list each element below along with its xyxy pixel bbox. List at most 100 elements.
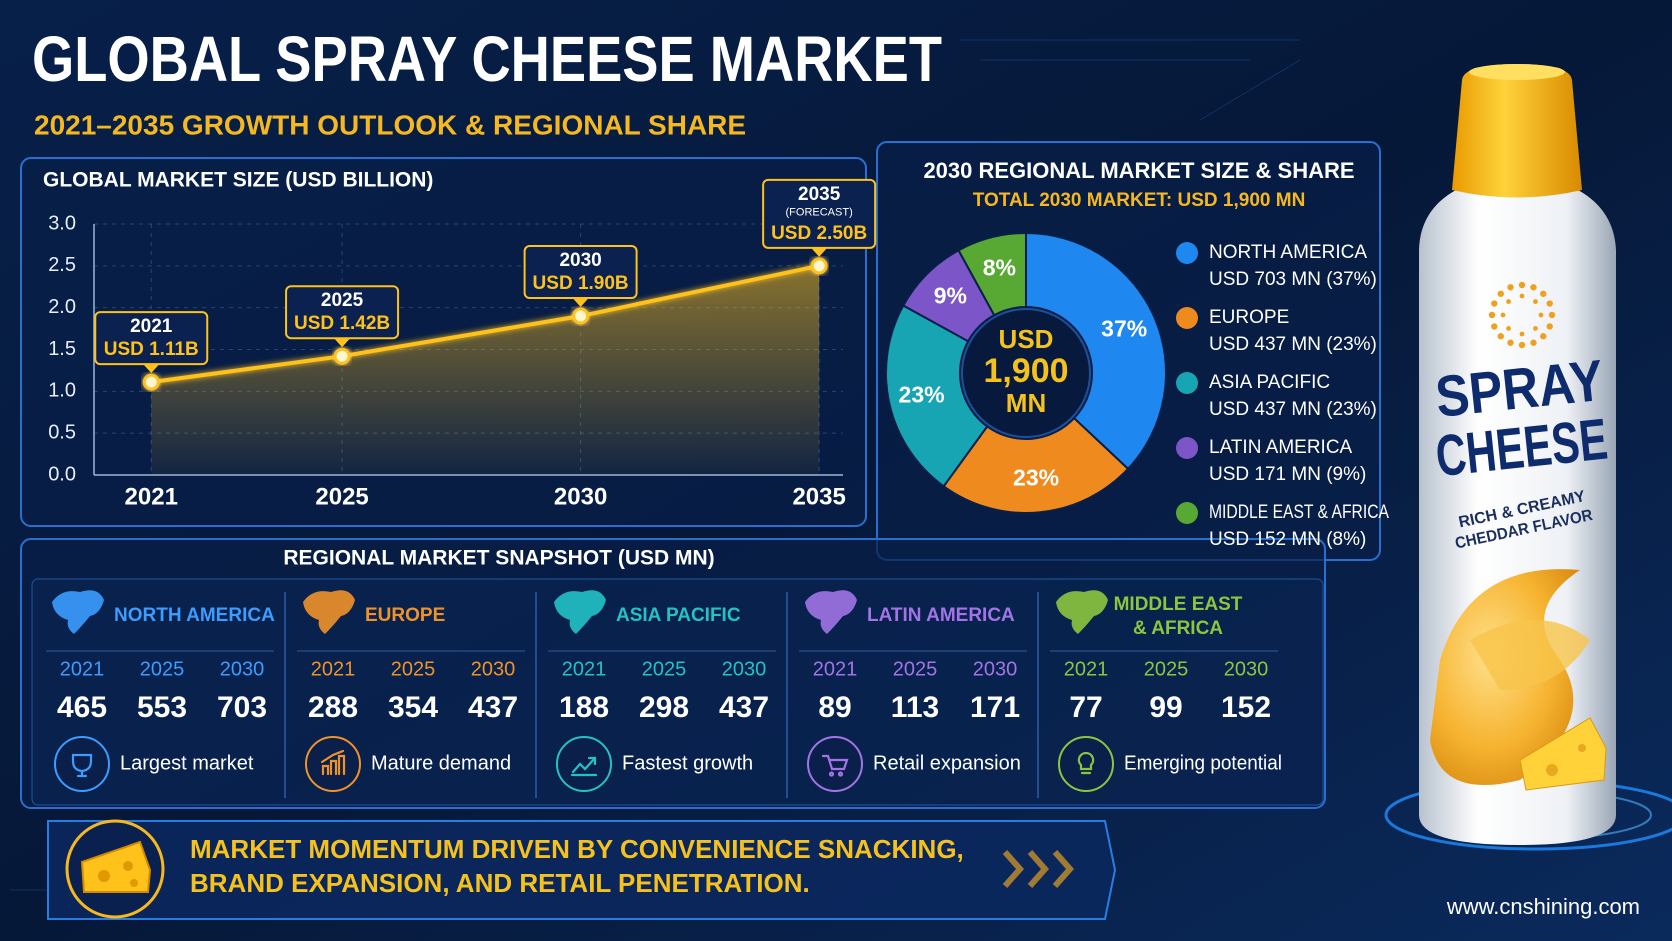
note-icon: [320, 749, 346, 776]
sun-dot: [1506, 299, 1511, 304]
pie-slice: [885, 304, 989, 488]
sun-dot: [1519, 331, 1525, 337]
slice-label: 23%: [1013, 465, 1059, 491]
region-value: 553: [137, 691, 187, 724]
sun-dot: [1533, 299, 1538, 304]
region-map: [1056, 590, 1108, 634]
note-icon-ring: [807, 736, 863, 792]
sun-dot: [1538, 312, 1544, 318]
callout-pointer: [143, 364, 160, 374]
region-value: 89: [818, 691, 851, 724]
x-tick-label: 2030: [554, 483, 607, 510]
footer-text: MARKET MOMENTUM DRIVEN BY CONVENIENCE SN…: [190, 834, 964, 864]
value-label: USD 1.11B: [104, 339, 199, 360]
center-label: 1,900: [983, 352, 1068, 390]
region-value: 288: [308, 691, 358, 724]
slice-label: 9%: [934, 282, 967, 308]
region-value: 437: [719, 691, 769, 724]
year-label: 2030: [471, 658, 516, 680]
y-tick-label: 2.5: [48, 254, 76, 276]
region-value: 354: [388, 691, 438, 724]
y-tick-label: 1.0: [48, 380, 76, 402]
legend-label: LATIN AMERICA: [1209, 437, 1353, 458]
note-icon: [821, 754, 849, 777]
note-icon-ring: [1058, 736, 1114, 792]
region-map: [805, 590, 857, 634]
center-label: USD: [999, 324, 1054, 354]
note-icon: [71, 753, 93, 778]
value-label: USD 1.42B: [294, 313, 390, 334]
sun-dot: [1548, 311, 1556, 319]
annotation: (FORECAST): [786, 207, 853, 219]
region-name: EUROPE: [365, 605, 445, 626]
region-value: 298: [639, 691, 689, 724]
year-label: 2021: [60, 658, 105, 680]
year-label: 2025: [1144, 658, 1189, 680]
region-note: Retail expansion: [873, 752, 1021, 774]
sun-dot: [1497, 290, 1504, 297]
page-title: GLOBAL SPRAY CHEESE MARKET: [32, 23, 942, 95]
sun-dot: [1500, 312, 1506, 318]
chart-subtitle: TOTAL 2030 MARKET: USD 1,900 MN: [973, 190, 1306, 211]
legend-detail: USD 152 MN (8%): [1209, 529, 1366, 550]
slice-label: 37%: [1101, 316, 1147, 342]
legend-detail: USD 437 MN (23%): [1209, 399, 1377, 420]
region-name: ASIA PACIFIC: [616, 605, 741, 626]
callout-year: 2025: [321, 290, 364, 311]
slice-label: 8%: [983, 254, 1016, 280]
note-icon-ring: [305, 736, 361, 792]
year-label: 2025: [893, 658, 938, 680]
x-tick-label: 2025: [315, 483, 368, 510]
page-subtitle: 2021–2035 GROWTH OUTLOOK & REGIONAL SHAR…: [34, 109, 746, 140]
legend-swatch: [1176, 307, 1198, 329]
value-label: USD 1.90B: [533, 273, 629, 294]
pie-slice: [942, 416, 1130, 514]
region-map: [554, 590, 606, 634]
note-icon-ring: [54, 736, 110, 792]
sun-dot: [1488, 311, 1496, 319]
year-label: 2021: [813, 658, 858, 680]
sun-dot: [1507, 284, 1514, 291]
legend-swatch: [1176, 437, 1198, 459]
sun-dot: [1540, 290, 1547, 297]
legend-detail: USD 703 MN (37%): [1209, 269, 1377, 290]
callout-year: 2021: [130, 316, 173, 337]
sun-dot: [1546, 323, 1553, 330]
region-note: Fastest growth: [622, 752, 753, 774]
sun-dot: [1540, 333, 1547, 340]
center-label: MN: [1006, 388, 1046, 418]
pie-slice: [1025, 231, 1168, 471]
line: [150, 263, 820, 385]
year-label: 2021: [311, 658, 356, 680]
footer-cheese-icon: [80, 840, 152, 893]
sun-dot: [1507, 339, 1514, 346]
y-tick-label: 0.5: [48, 421, 76, 443]
legend-swatch: [1176, 242, 1198, 264]
sun-dot: [1519, 293, 1525, 299]
region-value: 437: [468, 691, 518, 724]
sun-dot: [1506, 326, 1511, 331]
note-icon: [1077, 751, 1095, 775]
year-label: 2030: [722, 658, 767, 680]
year-label: 2030: [973, 658, 1018, 680]
year-label: 2021: [1064, 658, 1109, 680]
sun-dot: [1530, 339, 1537, 346]
region-value: 703: [217, 691, 267, 724]
region-value: 77: [1069, 691, 1102, 724]
year-label: 2021: [562, 658, 607, 680]
website: www.cnshining.com: [1446, 894, 1640, 919]
marker: [810, 257, 828, 275]
region-value: 465: [57, 691, 107, 724]
year-label: 2025: [140, 658, 185, 680]
marker: [333, 347, 351, 365]
year-label: 2030: [220, 658, 265, 680]
region-name: NORTH AMERICA: [114, 605, 275, 626]
region-note: Emerging potential: [1124, 752, 1282, 774]
legend-label: EUROPE: [1209, 307, 1289, 328]
region-note: Largest market: [120, 752, 254, 774]
slice-label: 23%: [899, 381, 945, 407]
area: [151, 265, 820, 475]
legend-detail: USD 171 MN (9%): [1209, 464, 1366, 485]
sun-dot: [1497, 333, 1504, 340]
